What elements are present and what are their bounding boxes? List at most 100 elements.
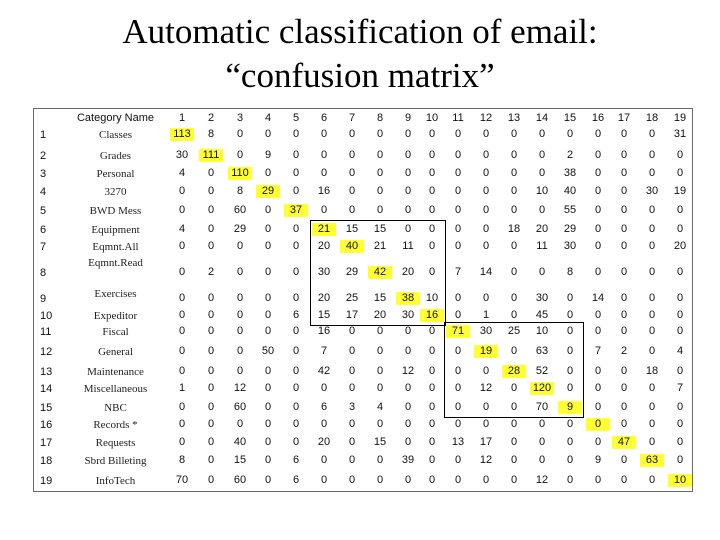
matrix-cell: 0 xyxy=(428,266,436,278)
matrix-cell: 25 xyxy=(507,325,521,337)
matrix-cell: 0 xyxy=(376,345,384,357)
matrix-cell: 0 xyxy=(292,436,300,448)
matrix-cell: 0 xyxy=(236,418,244,430)
matrix-cell: 0 xyxy=(404,223,412,235)
matrix-cell: 6 xyxy=(292,454,300,466)
category-name: Eqmnt.Read xyxy=(88,257,143,269)
matrix-cell: 15 xyxy=(373,223,387,235)
matrix-cell: 0 xyxy=(207,345,215,357)
row-number: 10 xyxy=(40,310,53,322)
matrix-cell: 0 xyxy=(510,474,518,486)
matrix-cell: 0 xyxy=(292,266,300,278)
matrix-cell: 1 xyxy=(178,382,186,394)
diagonal-cell: 42 xyxy=(368,266,392,279)
matrix-cell: 0 xyxy=(376,382,384,394)
matrix-cell: 0 xyxy=(428,454,436,466)
matrix-cell: 0 xyxy=(178,436,186,448)
matrix-cell: 0 xyxy=(207,365,215,377)
matrix-cell: 0 xyxy=(620,418,628,430)
matrix-cell: 0 xyxy=(292,292,300,304)
matrix-cell: 0 xyxy=(510,149,518,161)
matrix-cell: 0 xyxy=(292,240,300,252)
matrix-cell: 0 xyxy=(292,128,300,140)
matrix-cell: 0 xyxy=(620,382,628,394)
matrix-cell: 12 xyxy=(233,382,247,394)
row-number: 13 xyxy=(40,366,53,378)
matrix-cell: 0 xyxy=(348,382,356,394)
category-name: InfoTech xyxy=(95,475,136,487)
matrix-cell: 63 xyxy=(535,345,549,357)
diagonal-cell: 40 xyxy=(340,240,364,253)
diagonal-cell: 47 xyxy=(612,436,636,449)
matrix-cell: 0 xyxy=(676,204,684,216)
matrix-cell: 0 xyxy=(566,418,574,430)
matrix-cell: 0 xyxy=(620,401,628,413)
column-header: 12 xyxy=(479,112,493,124)
matrix-cell: 0 xyxy=(620,167,628,179)
matrix-cell: 30 xyxy=(317,266,331,278)
diagonal-cell: 113 xyxy=(170,128,194,141)
matrix-cell: 0 xyxy=(510,382,518,394)
matrix-cell: 0 xyxy=(236,345,244,357)
row-number: 19 xyxy=(40,475,53,487)
matrix-cell: 0 xyxy=(648,382,656,394)
matrix-cell: 0 xyxy=(510,454,518,466)
matrix-cell: 15 xyxy=(233,454,247,466)
matrix-cell: 52 xyxy=(535,365,549,377)
matrix-cell: 0 xyxy=(404,345,412,357)
matrix-cell: 0 xyxy=(292,223,300,235)
matrix-cell: 30 xyxy=(175,149,189,161)
matrix-cell: 0 xyxy=(648,240,656,252)
matrix-cell: 0 xyxy=(454,292,462,304)
matrix-cell: 0 xyxy=(648,474,656,486)
matrix-cell: 0 xyxy=(594,266,602,278)
diagonal-cell: 16 xyxy=(420,309,444,322)
column-header: 14 xyxy=(535,112,549,124)
matrix-cell: 0 xyxy=(676,418,684,430)
matrix-cell: 0 xyxy=(648,223,656,235)
matrix-cell: 0 xyxy=(482,418,490,430)
matrix-cell: 0 xyxy=(428,240,436,252)
matrix-cell: 0 xyxy=(454,204,462,216)
matrix-cell: 0 xyxy=(566,325,574,337)
matrix-cell: 0 xyxy=(178,292,186,304)
category-name: Classes xyxy=(99,129,132,141)
matrix-cell: 0 xyxy=(428,185,436,197)
matrix-cell: 0 xyxy=(348,474,356,486)
matrix-cell: 0 xyxy=(482,401,490,413)
matrix-cell: 0 xyxy=(376,167,384,179)
matrix-cell: 0 xyxy=(292,325,300,337)
matrix-cell: 0 xyxy=(207,325,215,337)
category-name: Sbrd Billeting xyxy=(84,455,147,467)
matrix-cell: 8 xyxy=(178,454,186,466)
category-name-header: Category Name xyxy=(76,112,155,124)
matrix-cell: 0 xyxy=(236,292,244,304)
matrix-cell: 0 xyxy=(236,128,244,140)
matrix-cell: 4 xyxy=(376,401,384,413)
matrix-cell: 70 xyxy=(175,474,189,486)
matrix-cell: 0 xyxy=(376,454,384,466)
matrix-cell: 0 xyxy=(594,401,602,413)
matrix-cell: 0 xyxy=(178,325,186,337)
matrix-cell: 0 xyxy=(510,185,518,197)
category-name: Fiscal xyxy=(102,326,129,338)
matrix-cell: 12 xyxy=(479,382,493,394)
matrix-cell: 0 xyxy=(404,149,412,161)
matrix-cell: 0 xyxy=(454,240,462,252)
matrix-cell: 0 xyxy=(676,149,684,161)
matrix-cell: 30 xyxy=(401,309,415,321)
matrix-cell: 0 xyxy=(348,185,356,197)
column-header: 13 xyxy=(507,112,521,124)
column-header: 3 xyxy=(236,112,244,124)
matrix-cell: 7 xyxy=(594,345,602,357)
matrix-cell: 0 xyxy=(236,365,244,377)
matrix-cell: 0 xyxy=(404,185,412,197)
matrix-cell: 0 xyxy=(207,292,215,304)
matrix-cell: 0 xyxy=(620,185,628,197)
matrix-cell: 0 xyxy=(594,436,602,448)
column-header: 1 xyxy=(178,112,186,124)
matrix-cell: 0 xyxy=(454,223,462,235)
matrix-cell: 0 xyxy=(648,436,656,448)
matrix-cell: 0 xyxy=(292,401,300,413)
matrix-cell: 0 xyxy=(676,266,684,278)
